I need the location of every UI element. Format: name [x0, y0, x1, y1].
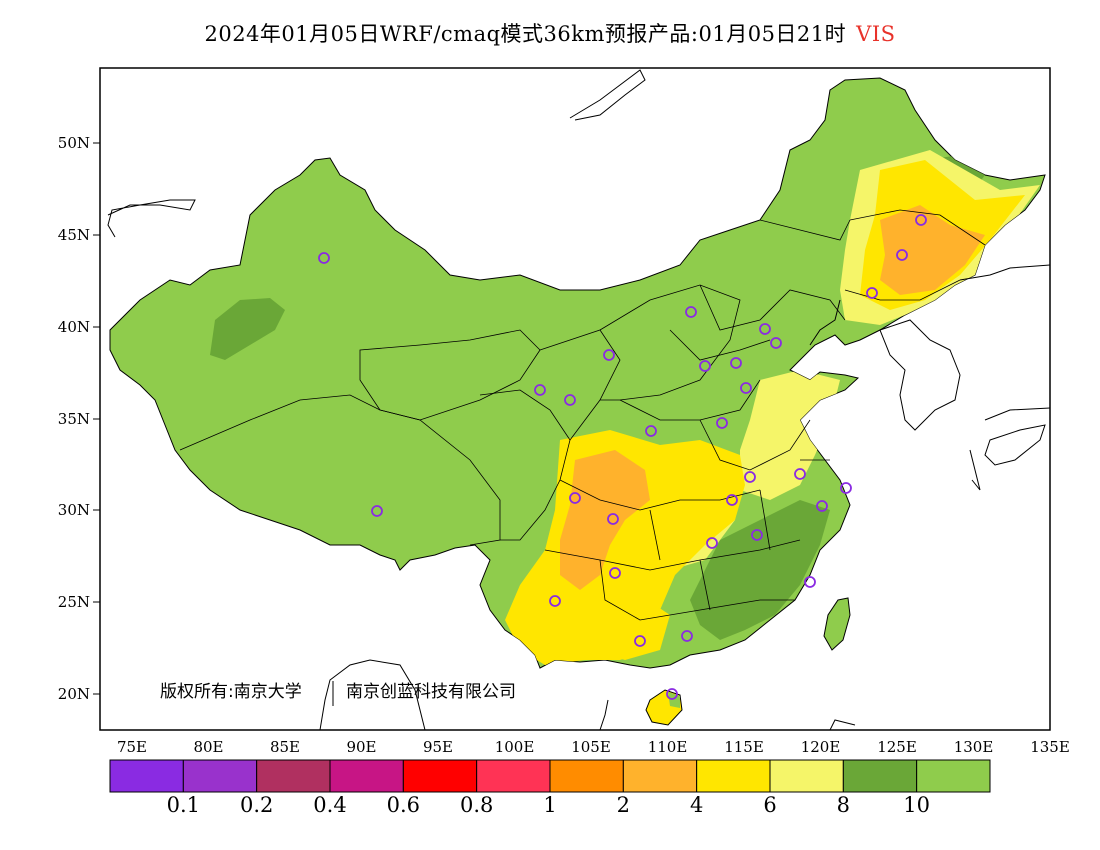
station-marker — [569, 492, 581, 504]
map-frame — [99, 67, 1051, 731]
orange-zone-sichuan — [560, 450, 650, 590]
neighbor-outlines — [107, 69, 1050, 730]
lat-label: 40N — [58, 318, 90, 336]
station-marker — [564, 394, 576, 406]
lat-label: 20N — [58, 685, 90, 703]
lon-label: 110E — [648, 738, 688, 756]
lon-label: 100E — [495, 738, 535, 756]
latitude-labels: 20N 25N 30N 35N 40N 45N 50N — [58, 134, 100, 703]
colorbar-label: 0.1 — [167, 793, 200, 817]
station-marker — [816, 500, 828, 512]
colorbar-swatch — [476, 759, 551, 793]
lat-label: 25N — [58, 593, 90, 611]
station-marker — [534, 384, 546, 396]
taiwan-island — [823, 597, 851, 651]
station-marker — [549, 595, 561, 607]
colorbar-swatch — [549, 759, 624, 793]
station-marker — [699, 360, 711, 372]
colorbar — [109, 759, 991, 793]
lon-label: 115E — [724, 738, 764, 756]
lat-label: 45N — [58, 226, 90, 244]
colorbar-labels: 0.1 0.2 0.4 0.6 0.8 1 2 4 6 8 10 — [167, 793, 930, 817]
station-marker — [666, 688, 678, 700]
colorbar-swatch — [109, 759, 184, 793]
station-marker — [751, 529, 763, 541]
lon-label: 90E — [346, 738, 376, 756]
station-marker — [740, 382, 752, 394]
colorbar-label: 6 — [763, 793, 776, 817]
yellow-zone-south-central — [505, 430, 745, 665]
station-marker — [770, 337, 782, 349]
station-marker — [371, 505, 383, 517]
colorbar-label: 8 — [837, 793, 850, 817]
colorbar-swatch — [769, 759, 844, 793]
station-marker — [730, 357, 742, 369]
station-marker — [744, 471, 756, 483]
colorbar-label: 0.8 — [460, 793, 493, 817]
colorbar-swatch — [182, 759, 258, 793]
longitude-labels: 75E 80E 85E 90E 95E 100E 105E 110E 115E 120E 125E 1… — [117, 738, 1070, 756]
copyright-owner-1: 版权所有:南京大学 — [160, 682, 302, 702]
station-marker — [685, 306, 697, 318]
colorbar-swatch — [402, 759, 478, 793]
lat-label: 30N — [58, 501, 90, 519]
colorbar-swatch — [329, 759, 404, 793]
colorbar-swatch — [622, 759, 698, 793]
colorbar-label: 0.2 — [240, 793, 273, 817]
station-marker — [318, 252, 330, 264]
station-marker — [804, 576, 816, 588]
lon-label: 85E — [270, 738, 300, 756]
station-marker — [603, 349, 615, 361]
station-marker — [866, 287, 878, 299]
station-marker — [840, 482, 852, 494]
lon-label: 75E — [117, 738, 147, 756]
station-marker — [915, 214, 927, 226]
station-marker — [706, 537, 718, 549]
station-marker — [609, 567, 621, 579]
lon-label: 125E — [877, 738, 917, 756]
lat-label: 35N — [58, 410, 90, 428]
title-text: 2024年01月05日WRF/cmaq模式36km预报产品:01月05日21时 — [204, 22, 847, 46]
colorbar-label: 1 — [543, 793, 556, 817]
station-marker — [681, 630, 693, 642]
station-marker — [896, 249, 908, 261]
colorbar-label: 4 — [690, 793, 703, 817]
station-markers — [318, 214, 927, 700]
dark-green-zone-southeast — [690, 500, 830, 640]
lon-label: 135E — [1030, 738, 1070, 756]
map-title: 2024年01月05日WRF/cmaq模式36km预报产品:01月05日21时 V… — [0, 18, 1100, 48]
colorbar-label: 2 — [617, 793, 630, 817]
station-marker — [759, 323, 771, 335]
station-marker — [794, 468, 806, 480]
colorbar-swatch — [842, 759, 918, 793]
lat-label: 50N — [58, 134, 90, 152]
station-marker — [634, 635, 646, 647]
colorbar-swatch — [916, 759, 991, 793]
lon-label: 80E — [193, 738, 223, 756]
dark-green-zone-xinjiang — [210, 298, 285, 360]
station-marker — [607, 513, 619, 525]
colorbar-label: 0.4 — [313, 793, 346, 817]
lon-label: 120E — [801, 738, 841, 756]
copyright-owner-2: 南京创蓝科技有限公司 — [346, 682, 516, 702]
station-marker — [716, 417, 728, 429]
yellow-zone-guangxi — [590, 595, 670, 660]
station-marker — [645, 425, 657, 437]
colorbar-label: 0.6 — [387, 793, 420, 817]
colorbar-label: 10 — [903, 793, 930, 817]
lon-label: 105E — [571, 738, 611, 756]
light-yellow-zone-east — [740, 370, 840, 500]
station-marker — [726, 494, 738, 506]
title-variable: VIS — [856, 22, 896, 46]
colorbar-swatch — [696, 759, 771, 793]
lon-label: 95E — [423, 738, 453, 756]
lon-label: 130E — [954, 738, 994, 756]
colorbar-swatch — [256, 759, 331, 793]
